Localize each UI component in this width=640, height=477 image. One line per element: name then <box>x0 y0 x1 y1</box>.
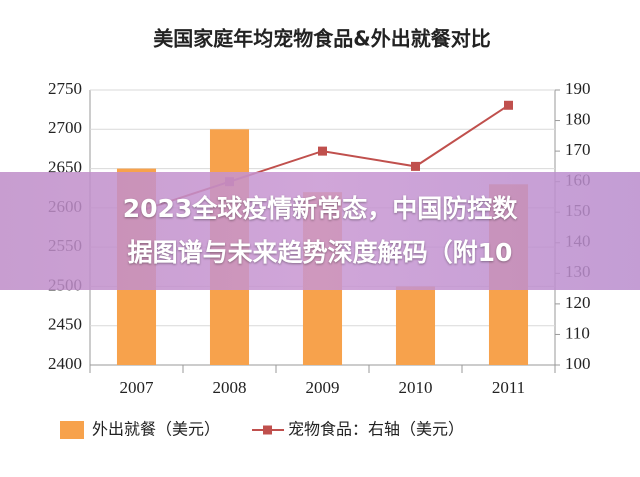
y2-tick-label: 110 <box>565 323 590 342</box>
x-tick-label: 2009 <box>306 378 340 397</box>
x-tick-label: 2011 <box>492 378 525 397</box>
x-tick-label: 2007 <box>120 378 155 397</box>
chart-title: 美国家庭年均宠物食品&外出就餐对比 <box>153 27 490 51</box>
y-tick-label: 2650 <box>48 157 82 176</box>
y2-tick-label: 120 <box>565 293 591 312</box>
line-marker <box>411 161 420 171</box>
banner-line: 2023全球疫情新常态，中国防控数 <box>122 194 518 223</box>
legend-label: 外出就餐（美元） <box>92 420 220 439</box>
line-marker <box>504 100 513 110</box>
y2-tick-label: 180 <box>565 109 591 128</box>
line-marker <box>318 146 327 156</box>
y-tick-label: 2400 <box>48 354 82 373</box>
banner-line: 据图谱与未来趋势深度解码（附10 <box>127 238 513 267</box>
legend-label: 宠物食品：右轴（美元） <box>288 420 464 439</box>
y2-tick-label: 100 <box>565 354 591 373</box>
x-tick-label: 2008 <box>213 378 247 397</box>
overlay-banner: 2023全球疫情新常态，中国防控数 据图谱与未来趋势深度解码（附10 <box>0 172 640 290</box>
y-tick-label: 2700 <box>48 118 82 137</box>
x-tick-label: 2010 <box>399 378 433 397</box>
y2-tick-label: 170 <box>565 140 591 159</box>
y-tick-label: 2750 <box>48 79 82 98</box>
y2-tick-label: 190 <box>565 79 591 98</box>
y-tick-label: 2450 <box>48 315 82 334</box>
legend-swatch <box>60 421 84 439</box>
bar <box>395 286 436 365</box>
legend-swatch <box>263 425 273 435</box>
